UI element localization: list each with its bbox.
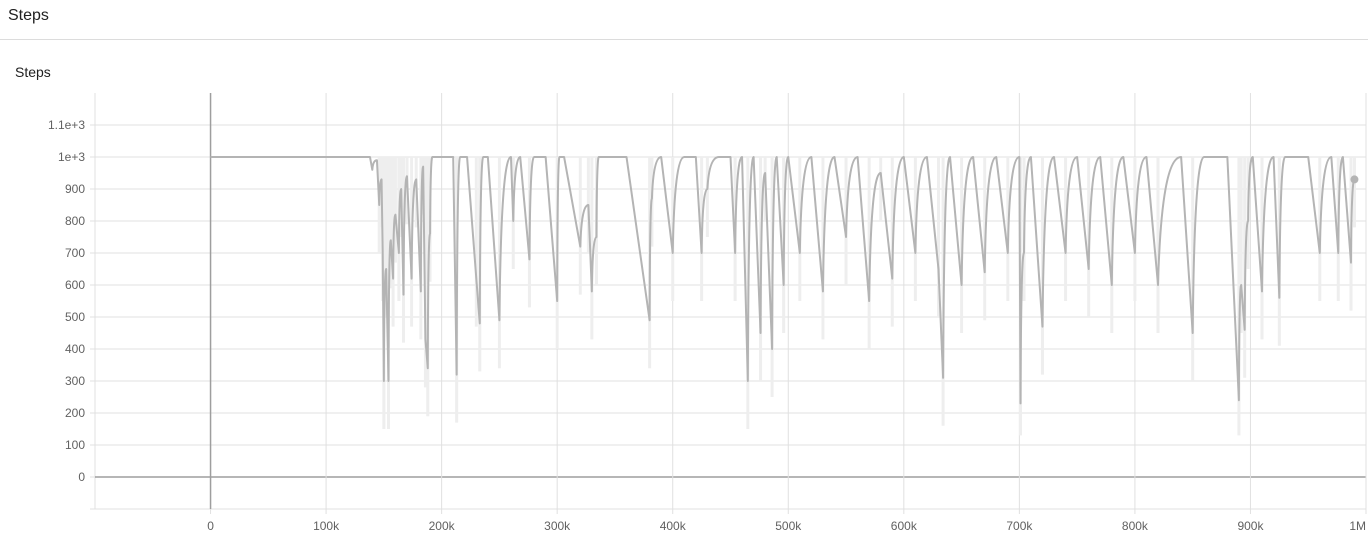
x-tick-label: 500k	[775, 519, 802, 533]
section-header[interactable]: Steps	[0, 0, 1368, 40]
y-tick-label: 500	[65, 310, 85, 324]
smoothed-line-layer	[210, 156, 1359, 405]
y-tick-label: 900	[65, 182, 85, 196]
y-tick-label: 800	[65, 214, 85, 228]
x-tick-label: 900k	[1237, 519, 1264, 533]
x-tick-label: 100k	[313, 519, 340, 533]
x-tick-label: 0	[207, 519, 214, 533]
y-tick-label: 400	[65, 342, 85, 356]
x-tick-label: 400k	[660, 519, 687, 533]
section-title: Steps	[8, 7, 49, 24]
y-tick-label: 300	[65, 374, 85, 388]
y-tick-label: 600	[65, 278, 85, 292]
x-tick-label: 800k	[1122, 519, 1149, 533]
x-tick-label: 1M	[1349, 519, 1366, 533]
tick-label-layer: 0 100 200 300 400 500 600 700 800 900 1e+3 1.1e+3 0 1…	[48, 118, 1366, 533]
y-tick-label: 200	[65, 406, 85, 420]
x-tick-label: 600k	[891, 519, 918, 533]
y-tick-label: 700	[65, 246, 85, 260]
y-tick-label: 1.1e+3	[48, 118, 85, 132]
y-tick-label: 0	[78, 470, 85, 484]
x-tick-label: 200k	[429, 519, 456, 533]
x-tick-label: 700k	[1006, 519, 1033, 533]
chart-title: Steps	[15, 64, 51, 80]
y-tick-label: 100	[65, 438, 85, 452]
raw-values-layer	[377, 157, 1356, 436]
x-tick-label: 300k	[544, 519, 571, 533]
steps-series-line[interactable]	[210, 156, 1356, 405]
y-tick-label: 1e+3	[58, 150, 85, 164]
series-end-point[interactable]	[1350, 175, 1359, 184]
